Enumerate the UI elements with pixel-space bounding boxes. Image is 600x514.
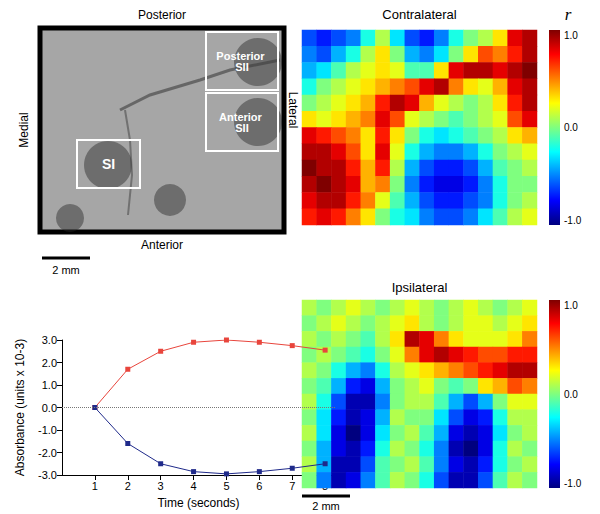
svg-text:Contralateral: Contralateral [382, 7, 457, 22]
svg-text:1.0: 1.0 [564, 30, 578, 41]
svg-text:0.0: 0.0 [564, 122, 578, 133]
svg-text:Posterior: Posterior [138, 8, 186, 22]
svg-text:3.0: 3.0 [42, 334, 57, 346]
svg-text:0.0: 0.0 [42, 402, 57, 414]
svg-text:1: 1 [92, 480, 98, 492]
svg-text:2 mm: 2 mm [52, 264, 80, 276]
svg-text:Absorbance (units x 10-3): Absorbance (units x 10-3) [13, 339, 27, 476]
svg-text:Posterior: Posterior [216, 49, 268, 62]
svg-text:-2.0: -2.0 [38, 447, 57, 459]
svg-text:5: 5 [223, 480, 229, 492]
svg-text:Anterior: Anterior [219, 110, 265, 123]
svg-text:SII: SII [235, 61, 248, 73]
svg-text:-1.0: -1.0 [564, 478, 582, 489]
svg-text:Time (seconds): Time (seconds) [157, 496, 239, 510]
svg-text:2.0: 2.0 [42, 357, 57, 369]
svg-text:SI: SI [102, 156, 115, 172]
svg-text:1.0: 1.0 [564, 300, 578, 311]
svg-text:2 mm: 2 mm [312, 500, 340, 512]
svg-text:SII: SII [235, 122, 248, 134]
svg-text:-1.0: -1.0 [564, 215, 582, 226]
svg-text:2: 2 [125, 480, 131, 492]
svg-text:1.0: 1.0 [42, 379, 57, 391]
svg-text:7: 7 [289, 480, 295, 492]
svg-text:-3.0: -3.0 [38, 469, 57, 481]
svg-text:Anterior: Anterior [141, 238, 183, 252]
svg-text:r: r [565, 5, 572, 24]
svg-text:3: 3 [158, 480, 164, 492]
svg-text:Ipsilateral: Ipsilateral [392, 280, 448, 295]
svg-text:4: 4 [191, 480, 197, 492]
svg-text:-1.0: -1.0 [38, 424, 57, 436]
svg-text:0.0: 0.0 [564, 389, 578, 400]
svg-text:Lateral: Lateral [286, 92, 300, 129]
svg-text:Medial: Medial [17, 112, 31, 147]
svg-text:6: 6 [256, 480, 262, 492]
